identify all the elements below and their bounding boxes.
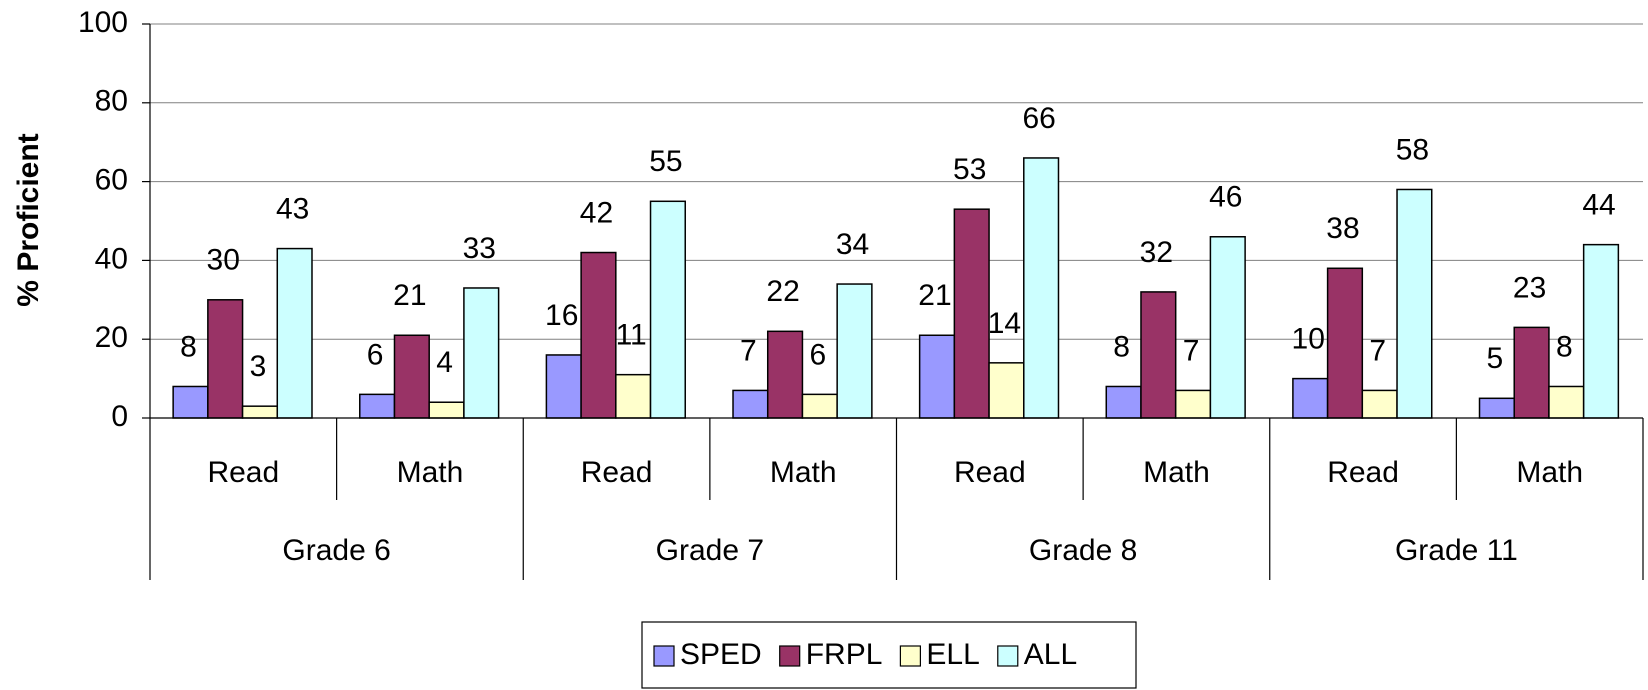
bar: [649, 200, 686, 419]
legend-swatch: [997, 645, 1019, 667]
data-label: 8: [180, 330, 197, 363]
group-label: Grade 8: [1029, 534, 1137, 567]
y-tick-label: 40: [95, 242, 128, 275]
data-label: 6: [809, 338, 826, 371]
data-label: 30: [207, 244, 240, 277]
bar: [1396, 188, 1433, 419]
data-label: 7: [1183, 334, 1200, 367]
data-label: 5: [1487, 342, 1504, 375]
bar: [1292, 377, 1329, 419]
data-label: 7: [740, 334, 757, 367]
group-label: Grade 11: [1395, 534, 1518, 567]
bar: [953, 208, 990, 419]
bar: [1140, 291, 1177, 419]
x-tick-label: Math: [397, 456, 464, 489]
x-tick-label: Math: [770, 456, 837, 489]
bar: [1361, 389, 1398, 419]
bar: [1326, 267, 1364, 419]
bar: [1023, 157, 1060, 419]
bar: [580, 251, 617, 419]
bar: [207, 299, 244, 419]
y-tick-label: 100: [78, 6, 128, 39]
bar: [615, 373, 652, 419]
data-label: 21: [918, 279, 951, 312]
data-label: 8: [1113, 330, 1130, 363]
legend-swatch: [899, 645, 921, 667]
bar: [1105, 385, 1142, 419]
bar: [988, 362, 1025, 419]
legend-label: FRPL: [806, 638, 883, 671]
bar: [1174, 389, 1212, 419]
y-axis-title: % Proficient: [12, 133, 45, 306]
bar: [1478, 397, 1515, 419]
bar: [1513, 326, 1550, 419]
data-label: 38: [1326, 212, 1359, 245]
data-label: 46: [1209, 181, 1242, 214]
bar: [359, 393, 396, 419]
bar: [241, 405, 279, 419]
legend-label: ALL: [1024, 638, 1077, 671]
bar: [545, 354, 582, 419]
bar: [463, 287, 500, 419]
x-tick-label: Math: [1143, 456, 1210, 489]
data-label: 43: [276, 193, 309, 226]
bar: [1582, 243, 1620, 419]
bar: [276, 247, 313, 419]
data-label: 44: [1582, 189, 1615, 222]
x-tick-label: Read: [581, 456, 653, 489]
bar: [428, 401, 465, 419]
data-label: 6: [367, 338, 384, 371]
bar: [393, 334, 430, 419]
data-label: 14: [988, 307, 1021, 340]
y-tick-label: 60: [95, 164, 128, 197]
legend-label: ELL: [926, 638, 979, 671]
x-tick-label: Read: [954, 456, 1026, 489]
data-label: 55: [649, 145, 682, 178]
group-label: Grade 6: [282, 534, 390, 567]
bar: [172, 385, 209, 419]
bar: [766, 330, 804, 419]
legend-swatch: [779, 645, 801, 667]
data-label: 11: [616, 319, 647, 352]
bar: [732, 389, 769, 419]
x-tick-label: Math: [1516, 456, 1583, 489]
y-tick-label: 20: [95, 321, 128, 354]
data-label: 4: [436, 346, 453, 379]
legend-box: [641, 621, 1137, 689]
data-label: 16: [545, 299, 578, 332]
bar: [1209, 236, 1246, 419]
data-label: 21: [393, 279, 426, 312]
y-tick-label: 0: [111, 400, 128, 433]
x-tick-label: Read: [207, 456, 279, 489]
y-tick-label: 80: [95, 85, 128, 118]
legend-swatch: [653, 645, 675, 667]
x-tick-label: Read: [1327, 456, 1399, 489]
bar: [918, 334, 956, 419]
bar: [836, 283, 873, 419]
data-label: 53: [953, 153, 986, 186]
data-label: 58: [1396, 133, 1429, 166]
data-label: 10: [1292, 323, 1325, 356]
group-label: Grade 7: [656, 534, 764, 567]
data-label: 66: [1022, 102, 1055, 135]
legend-label: SPED: [680, 638, 762, 671]
data-label: 32: [1140, 236, 1173, 269]
data-label: 33: [463, 232, 496, 265]
data-label: 7: [1369, 334, 1386, 367]
data-label: 34: [836, 228, 869, 261]
data-label: 23: [1513, 271, 1546, 304]
bar: [1548, 385, 1585, 419]
data-label: 8: [1556, 330, 1573, 363]
data-label: 3: [250, 350, 267, 383]
bar: [801, 393, 838, 419]
data-label: 22: [766, 275, 799, 308]
data-label: 42: [580, 196, 613, 229]
